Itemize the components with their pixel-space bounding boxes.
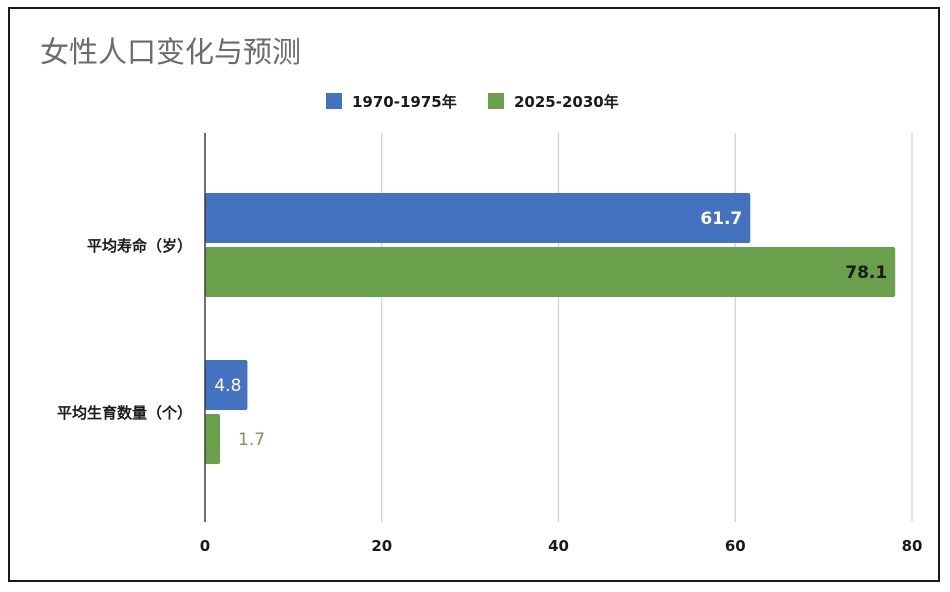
x-axis-ticks: 0 20 40 60 80 bbox=[200, 537, 923, 555]
data-labels: 61.7 78.1 4.8 1.7 bbox=[214, 209, 887, 450]
legend: 1970-1975年 2025-2030年 bbox=[326, 93, 619, 111]
legend-swatch-series-2 bbox=[488, 93, 504, 109]
bar bbox=[205, 247, 896, 297]
bars bbox=[205, 193, 896, 464]
y-axis-categories: 平均寿命（岁） 平均生育数量（个） bbox=[57, 237, 192, 422]
legend-label-series-1: 1970-1975年 bbox=[352, 93, 457, 111]
x-tick-label: 60 bbox=[725, 537, 746, 555]
x-tick-label: 40 bbox=[548, 537, 569, 555]
gridlines bbox=[381, 133, 913, 522]
bar bbox=[205, 360, 248, 410]
x-tick-label: 20 bbox=[371, 537, 392, 555]
data-label: 78.1 bbox=[845, 263, 887, 283]
legend-swatch-series-1 bbox=[326, 93, 342, 109]
x-tick-label: 80 bbox=[902, 537, 923, 555]
legend-label-series-2: 2025-2030年 bbox=[514, 93, 619, 111]
category-label: 平均寿命（岁） bbox=[87, 237, 192, 255]
chart-title: 女性人口变化与预测 bbox=[40, 35, 301, 69]
data-label: 4.8 bbox=[214, 376, 241, 396]
bar bbox=[205, 414, 221, 464]
bar bbox=[205, 193, 751, 243]
category-label: 平均生育数量（个） bbox=[57, 404, 192, 422]
data-label: 61.7 bbox=[700, 209, 742, 229]
data-label: 1.7 bbox=[238, 430, 265, 450]
x-tick-label: 0 bbox=[200, 537, 210, 555]
